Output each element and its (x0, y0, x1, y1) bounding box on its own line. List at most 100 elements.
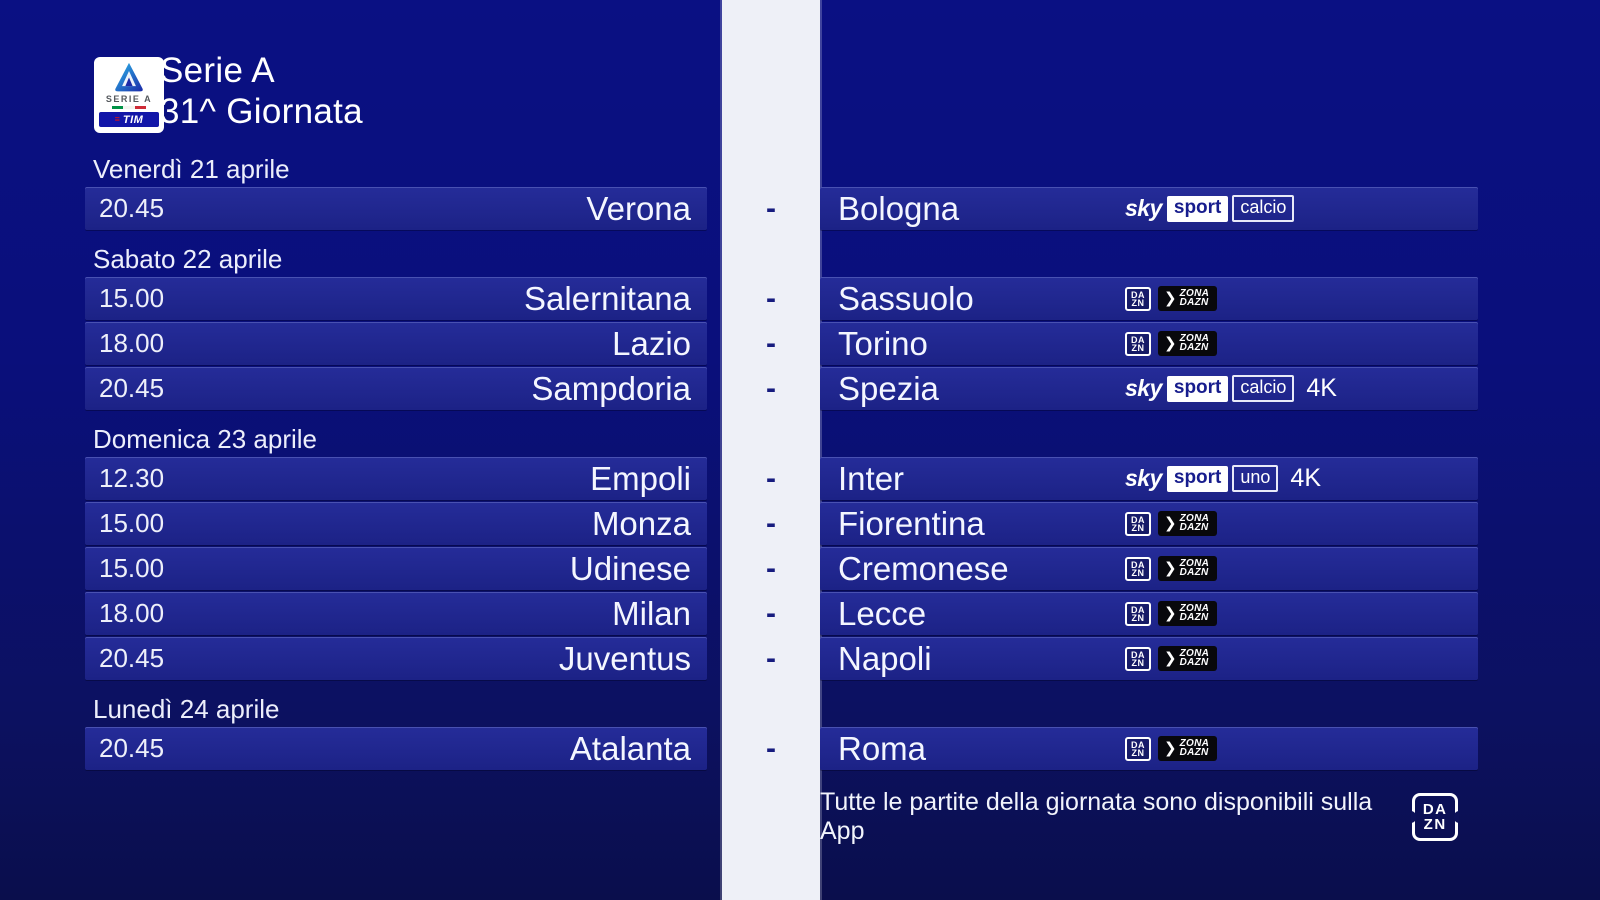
kickoff-time: 18.00 (99, 598, 165, 628)
zona-line1: ZONA (1179, 603, 1210, 614)
zona-dazn-tag: ❯ ZONA DAZN (1158, 736, 1218, 761)
sky-sport-box-label: sport (1166, 195, 1229, 222)
separator-row: - (722, 367, 820, 412)
zona-dazn-tag-text: ZONA DAZN (1179, 288, 1210, 308)
kickoff-time: 20.45 (99, 733, 165, 763)
page-title: Serie A 31^ Giornata (160, 50, 363, 132)
dazn-ticket-icon: DA ZN (1125, 511, 1151, 536)
home-team-name: Empoli (590, 459, 691, 497)
match-row-away: Torino DA ZN ❯ ZONA DAZN (820, 322, 1478, 365)
separator-row: - (722, 637, 820, 682)
dazn-ticket-line2: ZN (1131, 747, 1145, 758)
home-team-name: Juventus (558, 639, 691, 677)
versus-dash: - (766, 191, 776, 225)
zona-dazn-tag: ❯ ZONA DAZN (1158, 601, 1218, 626)
kickoff-time: 15.00 (99, 508, 165, 538)
dazn-ticket-line1: DA (1131, 649, 1145, 660)
date-spacer (820, 412, 1478, 457)
zona-dazn-tag: ❯ ZONA DAZN (1158, 556, 1218, 581)
zona-dazn-tag: ❯ ZONA DAZN (1158, 646, 1218, 671)
serie-a-tim-logo: SERIE A ≡ TIM (94, 57, 164, 133)
kickoff-time: 18.00 (99, 328, 165, 358)
away-column: Bologna sky sport calcio Sassuolo DA ZN ❯ ZONA DA… (820, 142, 1478, 846)
page-title-line2: 31^ Giornata (160, 92, 363, 131)
match-row-away: Sassuolo DA ZN ❯ ZONA DAZN (820, 277, 1478, 320)
home-team-name: Atalanta (569, 729, 691, 767)
dazn-ticket-icon: DA ZN (1125, 331, 1151, 356)
dazn-ticket-line1: DA (1131, 559, 1145, 570)
separator-row: - (722, 277, 820, 322)
match-row-home: 20.45 Verona (85, 187, 707, 230)
zona-line1: ZONA (1179, 513, 1210, 524)
zona-dazn-tag-text: ZONA DAZN (1180, 649, 1210, 668)
center-divider-stripe (722, 0, 820, 900)
dazn-ticket-line2: ZN (1131, 612, 1145, 623)
zona-line2: DAZN (1179, 567, 1209, 578)
dazn-ticket-line2: ZN (1131, 567, 1145, 578)
zona-dazn-tag-text: ZONA DAZN (1179, 513, 1210, 533)
footer-availability-text: Tutte le partite della giornata sono dis… (820, 788, 1373, 845)
dazn-app-logo: DA ZN (1412, 793, 1458, 841)
zona-dazn-tag-text: ZONA DAZN (1179, 739, 1210, 758)
match-row-home: 20.45 Juventus (85, 637, 707, 680)
home-team-name: Milan (612, 594, 691, 632)
italy-flag-stripe (112, 106, 146, 109)
broadcaster-sky-sport-calcio: sky sport calcio 4K (1125, 367, 1337, 410)
match-row-home: 20.45 Sampdoria (85, 367, 707, 410)
zona-line2: DAZN (1179, 747, 1209, 758)
sky-sport-box-label: sport (1166, 465, 1229, 492)
versus-dash: - (766, 731, 776, 765)
flag-red (134, 106, 146, 109)
chevron-right-icon: ❯ (1164, 650, 1177, 667)
away-team-name: Spezia (838, 369, 939, 407)
away-team-name: Torino (838, 324, 928, 362)
dazn-ticket-line2: ZN (1131, 297, 1145, 308)
versus-dash: - (766, 551, 776, 585)
dazn-ticket-line1: DA (1131, 514, 1145, 525)
kickoff-time: 20.45 (99, 643, 165, 673)
zona-line1: ZONA (1179, 288, 1210, 299)
dazn-ticket-icon: DA ZN (1125, 286, 1151, 311)
match-row-home: 15.00 Salernitana (85, 277, 707, 320)
dazn-ticket-icon: DA ZN (1125, 736, 1151, 761)
dazn-ticket-line2: ZN (1131, 522, 1145, 533)
serie-a-logo-text: SERIE A (105, 94, 153, 104)
dazn-ticket-line2: ZN (1131, 657, 1145, 668)
versus-dash: - (766, 596, 776, 630)
versus-dash: - (766, 641, 776, 675)
chevron-right-icon: ❯ (1164, 560, 1177, 577)
dazn-ticket-icon: DA ZN (1125, 646, 1151, 671)
footer: Tutte le partite della giornata sono dis… (820, 788, 1478, 846)
sky-sport-box-label: sport (1166, 375, 1229, 402)
sky-logo-text: sky (1125, 375, 1162, 401)
flag-white (123, 106, 135, 109)
date-header: Domenica 23 aprile (93, 424, 318, 454)
match-row-away: Roma DA ZN ❯ ZONA DAZN (820, 727, 1478, 770)
flag-green (112, 106, 124, 109)
zona-line2: DAZN (1179, 342, 1209, 353)
versus-dash: - (766, 371, 776, 405)
separator-row: - (722, 322, 820, 367)
four-k-badge: 4K (1290, 464, 1322, 492)
kickoff-time: 15.00 (99, 283, 165, 313)
dazn-ticket-line2: ZN (1131, 342, 1145, 353)
broadcaster-zona-dazn: DA ZN ❯ ZONA DAZN (1125, 277, 1218, 320)
separator-row: - (722, 727, 820, 772)
zona-dazn-tag-text: ZONA DAZN (1179, 603, 1210, 623)
separator-row: - (722, 547, 820, 592)
date-spacer (722, 412, 820, 457)
kickoff-time: 15.00 (99, 553, 165, 583)
date-spacer (820, 682, 1478, 727)
dazn-logo-line1: DA (1422, 801, 1448, 818)
date-spacer (820, 142, 1478, 187)
away-team-name: Fiorentina (838, 504, 985, 542)
dazn-ticket-line1: DA (1131, 604, 1145, 615)
away-team-name: Inter (838, 459, 905, 497)
tim-sponsor-bar: ≡ TIM (99, 112, 159, 127)
serie-a-monogram-icon (115, 62, 143, 92)
zona-dazn-tag: ❯ ZONA DAZN (1158, 286, 1218, 311)
chevron-right-icon: ❯ (1164, 605, 1177, 622)
broadcaster-zona-dazn: DA ZN ❯ ZONA DAZN (1125, 727, 1218, 770)
match-row-home: 18.00 Lazio (85, 322, 707, 365)
zona-line1: ZONA (1179, 333, 1210, 344)
